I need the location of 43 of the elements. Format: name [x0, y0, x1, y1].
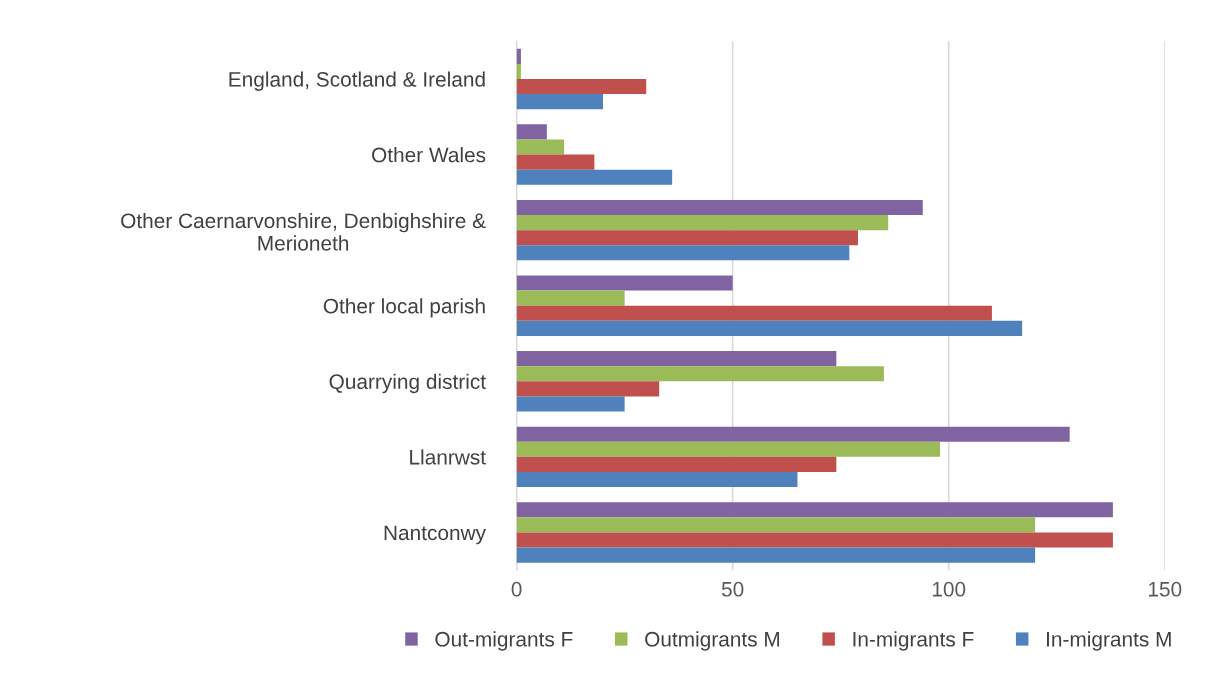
bar [516, 532, 1113, 548]
bar [516, 63, 521, 79]
legend-label: In-migrants M [1047, 631, 1171, 651]
bar [516, 215, 889, 231]
bar [516, 245, 850, 261]
bar [516, 275, 733, 291]
bar [516, 320, 1023, 336]
y-tick-label: Other local parish [323, 298, 485, 318]
x-tick-label: 150 [1148, 581, 1182, 597]
bar [516, 139, 565, 155]
y-tick-label: Other Wales [372, 147, 486, 163]
bar [516, 154, 595, 170]
x-tick-label: 0 [511, 581, 522, 597]
bar [516, 502, 1113, 518]
bar [516, 230, 858, 246]
x-tick-label: 50 [721, 581, 744, 597]
legend-label: Outmigrants M [645, 631, 780, 651]
legend-label: Out-migrants F [435, 631, 573, 651]
bar [516, 79, 647, 95]
bar [516, 48, 521, 64]
bar [516, 124, 547, 140]
bar [516, 456, 837, 472]
bar [516, 547, 1036, 563]
y-tick-label: Llanrwst [410, 449, 486, 465]
bar [516, 366, 884, 382]
bar [516, 517, 1036, 533]
bar [516, 290, 625, 306]
y-tick-label: Other Caernarvonshire, Denbighshire & Merioneth [121, 212, 486, 251]
bar [516, 381, 660, 397]
bar [516, 305, 992, 321]
bar [516, 351, 837, 367]
bar [516, 471, 798, 488]
y-tick-label: Quarrying district [329, 373, 486, 394]
y-tick-label: England, Scotland & Ireland [229, 71, 485, 91]
bar [516, 169, 673, 185]
x-tick-label: 100 [932, 581, 966, 597]
bar [516, 94, 604, 110]
legend-label: In-migrants F [853, 631, 974, 651]
y-tick-label: Nantconwy [384, 525, 487, 545]
bar [516, 426, 1070, 442]
bar [516, 441, 941, 457]
bar [516, 396, 625, 412]
bar [516, 199, 923, 216]
